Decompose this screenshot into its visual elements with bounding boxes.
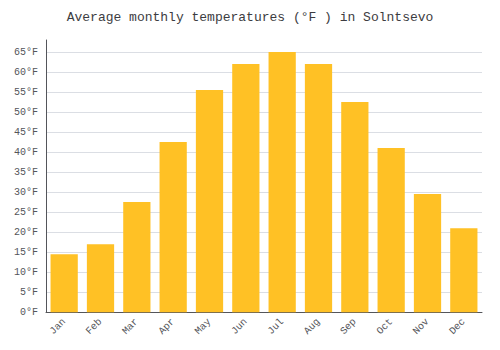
svg-text:30°F: 30°F bbox=[14, 187, 38, 198]
svg-text:50°F: 50°F bbox=[14, 107, 38, 118]
svg-text:5°F: 5°F bbox=[20, 287, 38, 298]
svg-text:Oct: Oct bbox=[375, 316, 395, 336]
svg-text:Nov: Nov bbox=[411, 316, 431, 336]
svg-text:45°F: 45°F bbox=[14, 127, 38, 138]
svg-text:65°F: 65°F bbox=[14, 47, 38, 58]
svg-text:Mar: Mar bbox=[120, 316, 140, 336]
svg-text:25°F: 25°F bbox=[14, 207, 38, 218]
svg-text:Jun: Jun bbox=[229, 316, 249, 336]
svg-text:40°F: 40°F bbox=[14, 147, 38, 158]
svg-text:Dec: Dec bbox=[447, 316, 467, 336]
svg-text:Jul: Jul bbox=[266, 316, 286, 336]
svg-text:20°F: 20°F bbox=[14, 227, 38, 238]
svg-text:May: May bbox=[193, 316, 213, 336]
svg-text:Feb: Feb bbox=[84, 316, 104, 336]
svg-text:35°F: 35°F bbox=[14, 167, 38, 178]
svg-text:15°F: 15°F bbox=[14, 247, 38, 258]
svg-text:0°F: 0°F bbox=[20, 307, 38, 318]
svg-text:60°F: 60°F bbox=[14, 67, 38, 78]
svg-text:Jan: Jan bbox=[48, 316, 68, 336]
svg-text:Aug: Aug bbox=[302, 316, 322, 336]
svg-text:55°F: 55°F bbox=[14, 87, 38, 98]
svg-text:Average monthly temperatures (: Average monthly temperatures (°F ) in So… bbox=[67, 10, 434, 25]
svg-text:Apr: Apr bbox=[157, 316, 177, 336]
svg-text:Sep: Sep bbox=[338, 316, 358, 336]
svg-text:10°F: 10°F bbox=[14, 267, 38, 278]
